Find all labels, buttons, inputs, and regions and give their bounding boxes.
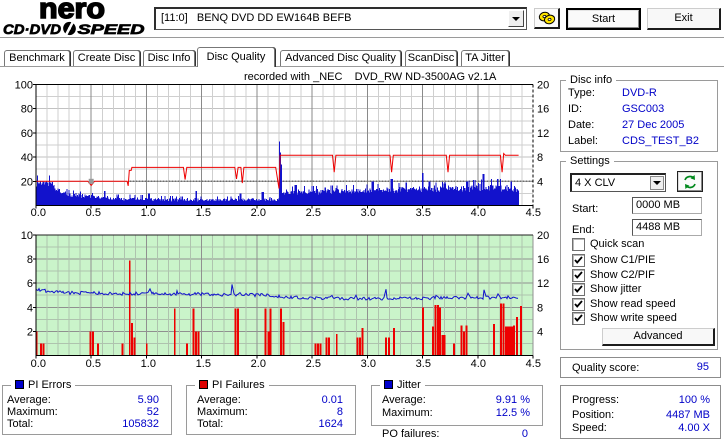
svg-text:10: 10 — [21, 230, 33, 242]
svg-text:0.0: 0.0 — [31, 207, 46, 219]
svg-text:2.5: 2.5 — [306, 358, 321, 370]
svg-text:8: 8 — [27, 254, 33, 266]
svg-text:3.0: 3.0 — [361, 207, 376, 219]
svg-text:40: 40 — [21, 152, 33, 164]
svg-text:1.0: 1.0 — [141, 207, 156, 219]
svg-text:4: 4 — [537, 326, 543, 338]
svg-text:4: 4 — [537, 176, 543, 188]
svg-text:12: 12 — [537, 278, 549, 290]
svg-text:16: 16 — [537, 254, 549, 266]
svg-text:12: 12 — [537, 128, 549, 140]
svg-text:3.5: 3.5 — [416, 207, 431, 219]
svg-text:20: 20 — [21, 176, 33, 188]
svg-text:0.0: 0.0 — [31, 358, 46, 370]
svg-text:4.5: 4.5 — [526, 207, 541, 219]
svg-text:2.0: 2.0 — [251, 358, 266, 370]
svg-text:4.0: 4.0 — [471, 358, 486, 370]
svg-text:3.0: 3.0 — [361, 358, 376, 370]
svg-text:1.5: 1.5 — [196, 207, 211, 219]
svg-text:SPEED: SPEED — [78, 21, 145, 37]
svg-text:2.5: 2.5 — [306, 207, 321, 219]
svg-text:1.0: 1.0 — [141, 358, 156, 370]
svg-text:0.5: 0.5 — [86, 358, 101, 370]
svg-text:8: 8 — [537, 152, 543, 164]
svg-text:20: 20 — [537, 80, 549, 92]
svg-text:3.5: 3.5 — [416, 358, 431, 370]
svg-text:4: 4 — [27, 302, 33, 314]
svg-text:100: 100 — [15, 80, 33, 92]
svg-text:4.0: 4.0 — [471, 207, 486, 219]
svg-text:4.5: 4.5 — [526, 358, 541, 370]
svg-text:0.5: 0.5 — [86, 207, 101, 219]
svg-text:recorded with _NEC DVD_RW N: recorded with _NEC DVD_RW ND-3500AG v2.1… — [244, 71, 497, 83]
svg-text:nero: nero — [39, 0, 105, 25]
svg-text:8: 8 — [537, 302, 543, 314]
svg-text:6: 6 — [27, 278, 33, 290]
svg-text:2: 2 — [27, 326, 33, 338]
svg-text:60: 60 — [21, 128, 33, 140]
svg-text:80: 80 — [21, 104, 33, 116]
svg-text:CD·DVD: CD·DVD — [3, 21, 61, 37]
svg-text:2.0: 2.0 — [251, 207, 266, 219]
svg-text:16: 16 — [537, 104, 549, 116]
svg-text:20: 20 — [537, 230, 549, 242]
svg-text:1.5: 1.5 — [196, 358, 211, 370]
